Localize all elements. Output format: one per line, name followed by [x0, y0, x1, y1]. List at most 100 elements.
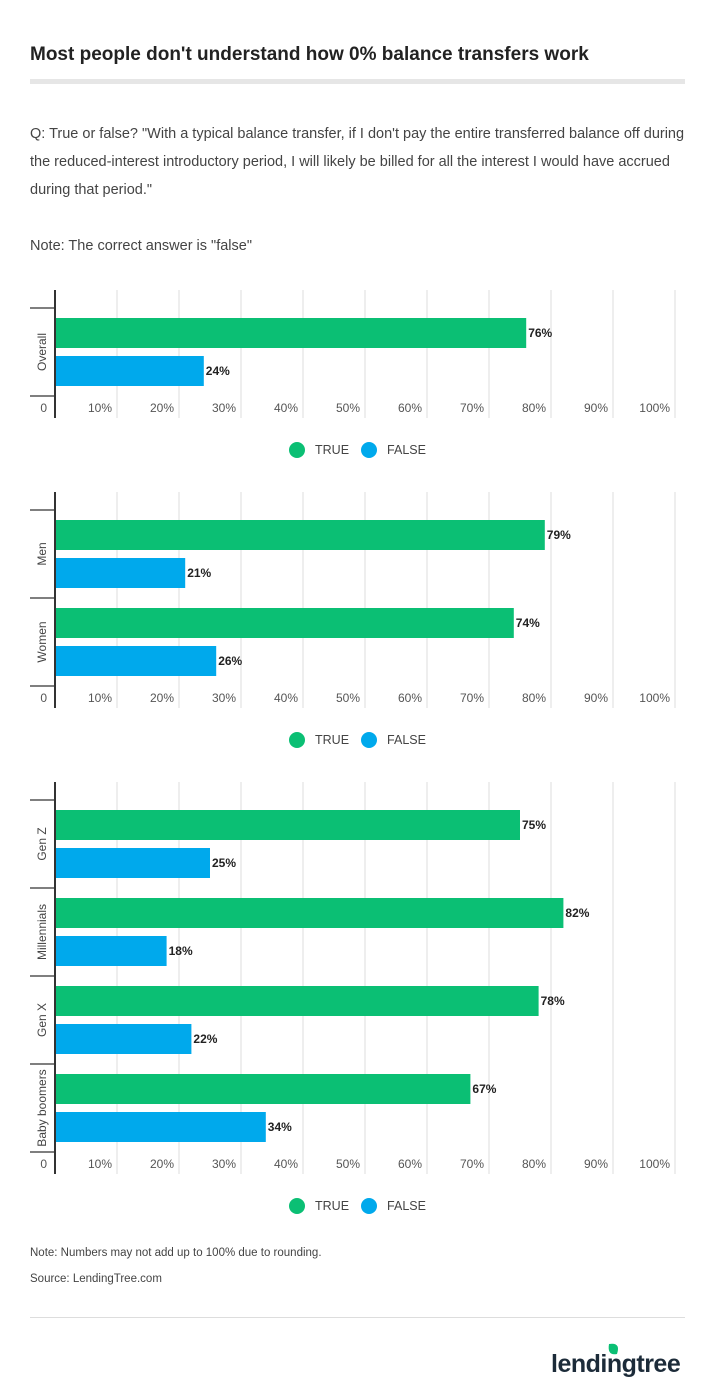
legend-generation: TRUE FALSE	[0, 1198, 715, 1217]
x-tick-label: 80%	[522, 401, 546, 415]
data-label: 76%	[528, 326, 552, 340]
chart-gender: 0 10% 20% 30% 40% 50% 60% 70% 80% 90% 100% Men 79% 21…	[30, 492, 676, 708]
bar-true	[55, 318, 527, 348]
x-tick-label: 30%	[212, 401, 236, 415]
x-tick-label: 50%	[336, 691, 360, 705]
data-label: 82%	[565, 906, 589, 920]
survey-question: Q: True or false? "With a typical balanc…	[30, 126, 685, 198]
data-label: 75%	[522, 818, 546, 832]
bar-false	[55, 848, 210, 878]
x-tick-label: 20%	[150, 691, 174, 705]
legend-label: TRUE	[315, 733, 350, 747]
x-tick-label: 60%	[398, 401, 422, 415]
bar-true	[55, 986, 539, 1016]
x-tick-label: 70%	[460, 1157, 484, 1171]
x-tick-label: 70%	[460, 691, 484, 705]
title-divider	[30, 79, 685, 84]
legend-label: FALSE	[387, 733, 426, 747]
x-tick-label: 10%	[88, 1157, 112, 1171]
x-tick-label: 30%	[212, 691, 236, 705]
x-tick-label: 60%	[398, 1157, 422, 1171]
bar-true	[55, 898, 564, 928]
answer-note: Note: The correct answer is "false"	[30, 238, 252, 254]
x-tick-label: 40%	[274, 1157, 298, 1171]
data-label: 22%	[193, 1032, 217, 1046]
lendingtree-logo: lendingtree	[551, 1340, 681, 1387]
footer-divider	[30, 1317, 685, 1318]
x-tick-label: 20%	[150, 1157, 174, 1171]
data-label: 25%	[212, 856, 236, 870]
legend-label: FALSE	[387, 443, 426, 457]
data-label: 24%	[206, 364, 230, 378]
leaf-icon	[608, 1343, 618, 1355]
x-tick-label: 40%	[274, 691, 298, 705]
rounding-note: Note: Numbers may not add up to 100% due…	[30, 1247, 322, 1259]
x-tick-label: 90%	[584, 1157, 608, 1171]
data-label: 26%	[218, 654, 242, 668]
x-tick-label: 50%	[336, 401, 360, 415]
bar-false	[55, 1024, 192, 1054]
x-tick-label: 20%	[150, 401, 174, 415]
chart-overall: 0 10% 20% 30% 40% 50% 60% 70% 80% 90% 100% Overall 7…	[30, 290, 676, 418]
x-tick-label: 40%	[274, 401, 298, 415]
legend-dot-icon	[289, 732, 306, 748]
legend-item-true: TRUE	[289, 1198, 349, 1214]
data-label: 79%	[547, 528, 571, 542]
data-label: 74%	[516, 616, 540, 630]
x-tick-label: 50%	[336, 1157, 360, 1171]
data-label: 78%	[541, 994, 565, 1008]
x-tick-label: 80%	[522, 1157, 546, 1171]
legend-dot-icon	[289, 442, 306, 458]
x-tick-label: 100%	[639, 401, 670, 415]
legend-dot-icon	[361, 442, 378, 458]
x-tick-label: 60%	[398, 691, 422, 705]
category-label: Millennials	[35, 904, 49, 960]
category-label: Women	[35, 621, 49, 662]
source-note: Source: LendingTree.com	[30, 1273, 162, 1285]
bar-false	[55, 1112, 266, 1142]
x-tick-label: 30%	[212, 1157, 236, 1171]
legend-item-false: FALSE	[361, 732, 426, 748]
x-tick-label: 100%	[639, 1157, 670, 1171]
legend-dot-icon	[361, 1198, 378, 1214]
legend-gender: TRUE FALSE	[0, 732, 715, 751]
x-tick-label: 100%	[639, 691, 670, 705]
x-tick-label: 10%	[88, 691, 112, 705]
bar-true	[55, 810, 520, 840]
bar-false	[55, 936, 167, 966]
x-tick-label: 0	[40, 1157, 47, 1171]
legend-label: TRUE	[315, 1199, 350, 1213]
data-label: 67%	[472, 1082, 496, 1096]
category-label: Men	[35, 542, 49, 565]
legend-label: TRUE	[315, 443, 350, 457]
legend-item-true: TRUE	[289, 442, 349, 458]
bar-false	[55, 558, 186, 588]
bar-true	[55, 608, 514, 638]
bar-false	[55, 356, 204, 386]
legend-item-false: FALSE	[361, 442, 426, 458]
legend-item-true: TRUE	[289, 732, 349, 748]
data-label: 21%	[187, 566, 211, 580]
chart-generation: 0 10% 20% 30% 40% 50% 60% 70% 80% 90% 100% Gen Z 75%…	[30, 782, 676, 1174]
legend-overall: TRUE FALSE	[0, 442, 715, 461]
legend-label: FALSE	[387, 1199, 426, 1213]
x-tick-label: 0	[40, 691, 47, 705]
x-tick-label: 0	[40, 401, 47, 415]
legend-dot-icon	[289, 1198, 306, 1214]
data-label: 18%	[169, 944, 193, 958]
legend-dot-icon	[361, 732, 378, 748]
svg-text:lendingtree: lendingtree	[551, 1350, 681, 1378]
x-tick-label: 80%	[522, 691, 546, 705]
category-label: Baby boomers	[35, 1069, 49, 1146]
chart-title: Most people don't understand how 0% bala…	[30, 44, 589, 65]
bar-true	[55, 1074, 471, 1104]
data-label: 34%	[268, 1120, 292, 1134]
x-tick-label: 90%	[584, 691, 608, 705]
x-tick-label: 10%	[88, 401, 112, 415]
bar-false	[55, 646, 217, 676]
x-tick-label: 70%	[460, 401, 484, 415]
category-label: Gen X	[35, 1003, 49, 1037]
category-label: Gen Z	[35, 827, 49, 860]
category-label: Overall	[35, 333, 49, 371]
bar-true	[55, 520, 545, 550]
